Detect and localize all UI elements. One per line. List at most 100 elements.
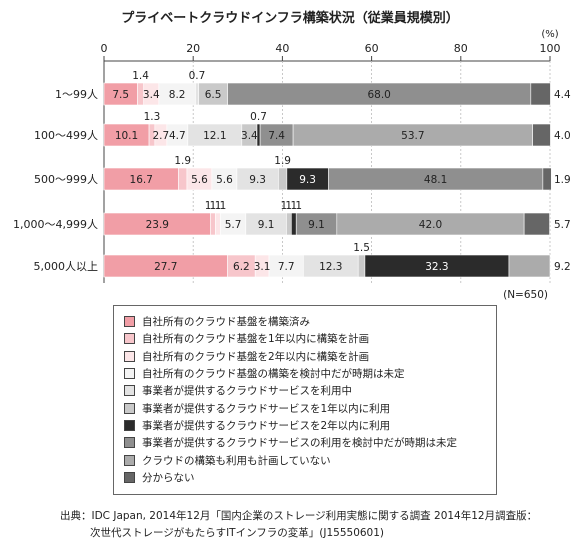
legend-label: クラウドの構築も利用も計画していない	[142, 454, 331, 467]
bar-segment	[278, 167, 288, 191]
bar-segment	[215, 212, 221, 236]
data-label-above: 1.4	[132, 70, 149, 82]
bar-segment	[542, 167, 552, 191]
source-line-1: 出典：IDC Japan, 2014年12月「国内企業のストレージ利用実態に関す…	[60, 510, 538, 522]
data-label: 48.1	[424, 174, 447, 186]
data-label-above: 1.9	[174, 155, 191, 167]
legend-item: 自社所有のクラウド基盤を1年以内に構築を計画	[124, 330, 496, 347]
data-label: 6.5	[205, 89, 222, 101]
data-label-right: 9.2	[554, 261, 571, 273]
legend-label: 事業者が提供するクラウドサービスを2年以内に利用	[142, 419, 391, 432]
x-tick-label: 0	[101, 42, 108, 55]
data-label: 2.7	[153, 130, 170, 142]
chart-title: プライベートクラウドインフラ構築状況（従業員規模別）	[121, 10, 459, 26]
sample-note: (N=650)	[503, 289, 548, 300]
data-label-right: 4.0	[554, 130, 571, 142]
x-tick-label: 80	[454, 42, 468, 55]
legend-item: 事業者が提供するクラウドサービスを利用中	[124, 382, 496, 399]
category-label: 1,000～4,999人	[13, 218, 98, 231]
data-label-right: 1.9	[554, 174, 571, 186]
source-line-2: 次世代ストレージがもたらすITインフラの変革」(J15550601)	[90, 527, 385, 539]
legend-label: 事業者が提供するクラウドサービスを利用中	[142, 385, 352, 398]
data-label: 5.6	[191, 174, 208, 186]
legend-label: 自社所有のクラウド基盤を1年以内に構築を計画	[142, 333, 370, 346]
legend-swatch	[124, 350, 135, 362]
data-label: 3.4	[143, 89, 160, 101]
legend-swatch	[124, 316, 135, 328]
legend-item: 事業者が提供するクラウドサービスの利用を検討中だが時期は未定	[124, 434, 496, 451]
legend-item: 事業者が提供するクラウドサービスを2年以内に利用	[124, 417, 496, 434]
data-label: 8.2	[169, 89, 186, 101]
data-label: 23.9	[146, 219, 169, 231]
data-label-above: 1.1	[210, 200, 227, 212]
bar-segment	[357, 254, 366, 278]
x-tick-label: 100	[540, 42, 561, 55]
data-label: 6.2	[233, 261, 250, 273]
category-label: 5,000人以上	[34, 260, 99, 273]
legend-item: 自社所有のクラウド基盤を2年以内に構築を計画	[124, 348, 496, 365]
data-label: 16.7	[130, 174, 153, 186]
legend-swatch	[124, 437, 135, 449]
data-label: 9.3	[249, 174, 266, 186]
data-label: 42.0	[419, 219, 442, 231]
bar-segment	[523, 212, 550, 236]
category-label: 1～99人	[55, 88, 98, 101]
data-label-right: 4.4	[554, 89, 571, 101]
x-tick-label: 20	[186, 42, 200, 55]
legend-swatch	[124, 333, 135, 345]
bar-segment	[195, 82, 199, 106]
data-label: 9.1	[308, 219, 325, 231]
data-label: 27.7	[154, 261, 177, 273]
data-label: 9.3	[299, 174, 316, 186]
data-label-above: 1.9	[274, 155, 291, 167]
data-label-above: 1.1	[285, 200, 302, 212]
data-label-above: 1.1	[205, 200, 222, 212]
data-label-above: 1.5	[353, 242, 370, 254]
stacked-bar-chart: プライベートクラウドインフラ構築状況（従業員規模別） (%) 0 20 40 60 80…	[13, 10, 571, 300]
legend-swatch	[124, 454, 135, 466]
bar-segment	[291, 212, 297, 236]
legend-label: 事業者が提供するクラウドサービスを1年以内に利用	[142, 402, 391, 415]
data-label: 53.7	[401, 130, 424, 142]
bars: 1～99人 7.5 3.4 8.2 6.5 68.0 1.4 0.7 4.4 100～499人 10…	[13, 70, 571, 278]
bar-segment	[286, 212, 292, 236]
legend-item: 事業者が提供するクラウドサービスを1年以内に利用	[124, 399, 496, 416]
data-label: 32.3	[425, 261, 448, 273]
data-label: 7.5	[112, 89, 129, 101]
legend-item: 自社所有のクラウド基盤を構築済み	[124, 313, 496, 330]
legend-swatch	[124, 471, 135, 483]
legend-label: 自社所有のクラウド基盤を2年以内に構築を計画	[142, 350, 370, 363]
x-axis: 0 20 40 60 80 100	[101, 42, 561, 62]
legend-label: 分からない	[142, 471, 195, 484]
data-label-above: 1.3	[144, 111, 161, 123]
x-tick-label: 60	[365, 42, 379, 55]
x-tick-label: 40	[275, 42, 289, 55]
legend: 自社所有のクラウド基盤を構築済み 自社所有のクラウド基盤を1年以内に構築を計画 自社…	[113, 305, 497, 495]
source-note: 出典：IDC Japan, 2014年12月「国内企業のストレージ利用実態に関す…	[60, 508, 537, 542]
data-label-above: 0.7	[189, 70, 206, 82]
category-label: 100～499人	[34, 129, 98, 142]
data-label-right: 5.7	[554, 219, 571, 231]
category-label: 500～999人	[34, 173, 98, 186]
bar-segment	[210, 212, 216, 236]
legend-item: 自社所有のクラウド基盤の構築を検討中だが時期は未定	[124, 365, 496, 382]
data-label: 5.6	[216, 174, 233, 186]
legend-swatch	[124, 402, 135, 414]
bar-segment	[508, 254, 551, 278]
legend-swatch	[124, 419, 135, 431]
data-label: 12.1	[203, 130, 226, 142]
data-label: 10.1	[115, 130, 138, 142]
data-label-above: 0.7	[250, 111, 267, 123]
legend-item: 分からない	[124, 469, 496, 486]
bar-segment	[532, 123, 551, 147]
data-label: 3.4	[241, 130, 258, 142]
bar-segment	[530, 82, 551, 106]
bar-segment	[178, 167, 188, 191]
data-label: 12.3	[319, 261, 342, 273]
data-label: 3.1	[254, 261, 271, 273]
legend-label: 自社所有のクラウド基盤の構築を検討中だが時期は未定	[142, 368, 405, 381]
legend-label: 事業者が提供するクラウドサービスの利用を検討中だが時期は未定	[142, 437, 457, 450]
data-label: 68.0	[367, 89, 390, 101]
data-label-above: 1.1	[281, 200, 298, 212]
legend-label: 自社所有のクラウド基盤を構築済み	[142, 316, 310, 329]
